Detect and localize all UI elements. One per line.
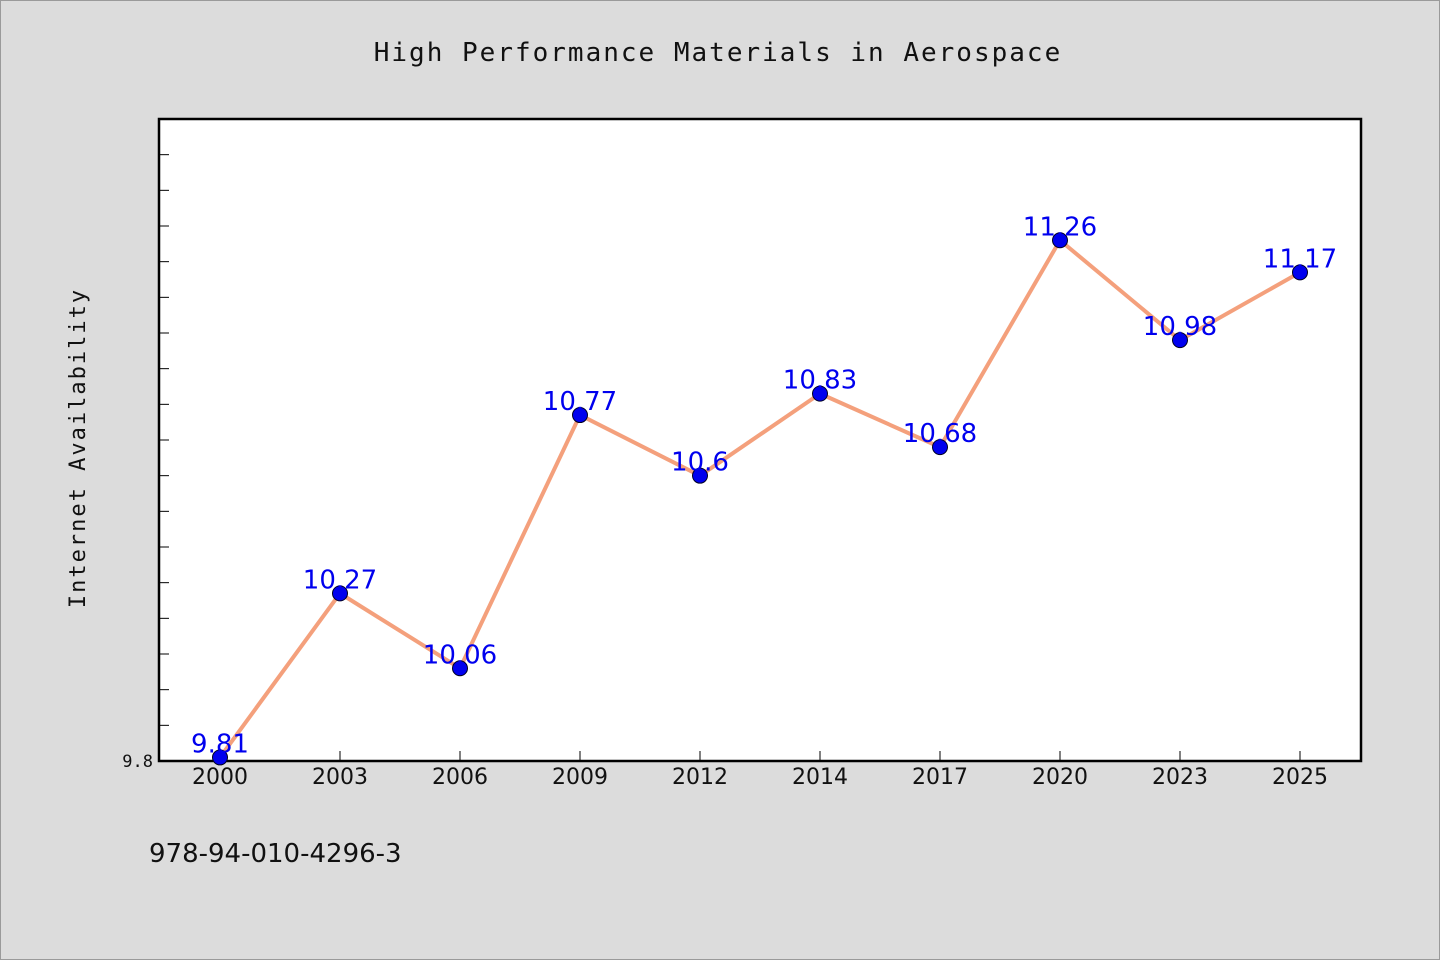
data-label: 10.98: [1143, 312, 1217, 342]
data-labels: 9.81 10.27 10.06 10.77 10.6 10.83 10.68 11.26 10…: [191, 212, 1337, 759]
x-tick-label: 2025: [1272, 765, 1328, 790]
data-point: [212, 749, 228, 766]
data-point: [452, 660, 468, 677]
x-tick-label: 2000: [192, 765, 248, 790]
x-tick-label: 2017: [912, 765, 968, 790]
plot-area: [157, 117, 1363, 763]
data-label: 11.26: [1023, 212, 1097, 242]
series-line-segment: [338, 591, 462, 671]
series-line-segment: [698, 391, 822, 478]
data-label: 10.83: [783, 366, 857, 396]
x-axis-tick-labels: 2000 2003 2006 2009 2012 2014 2017 2020 2023 2025: [192, 765, 1328, 790]
y-axis-label: Internet Availability: [66, 288, 91, 608]
data-markers: [212, 232, 1308, 766]
series-line-segment: [458, 413, 582, 671]
footer-text: 978-94-010-4296-3: [149, 839, 402, 869]
data-point: [1292, 264, 1308, 281]
data-point: [332, 585, 348, 602]
x-tick-label: 2009: [552, 765, 608, 790]
data-label: 10.68: [903, 419, 977, 449]
x-tick-label: 2023: [1152, 765, 1208, 790]
data-label: 11.17: [1263, 244, 1337, 274]
series-line-segment: [1178, 270, 1302, 343]
series-line-segment: [1058, 238, 1182, 343]
series-line-segment: [938, 238, 1062, 450]
series-line-segment: [818, 391, 942, 450]
y-axis-tick-labels: 9.8: [122, 752, 153, 772]
data-point: [572, 407, 588, 424]
x-tick-label: 2003: [312, 765, 368, 790]
data-point: [1052, 232, 1068, 249]
series-lines: [218, 238, 1302, 760]
x-tick-label: 2012: [672, 765, 728, 790]
data-label: 10.06: [423, 640, 497, 670]
data-point: [1172, 332, 1188, 349]
x-tick-label: 2020: [1032, 765, 1088, 790]
series-line-segment: [218, 591, 342, 760]
data-point: [692, 467, 708, 484]
data-label: 9.81: [191, 729, 249, 759]
x-tick-label: 2006: [432, 765, 488, 790]
y-tick-label: 9.8: [122, 752, 153, 772]
data-point: [812, 385, 828, 402]
data-label: 10.77: [543, 387, 617, 417]
data-label: 10.6: [671, 448, 729, 478]
x-tick-label: 2014: [792, 765, 848, 790]
data-label: 10.27: [303, 565, 377, 595]
chart-title: High Performance Materials in Aerospace: [374, 38, 1062, 68]
data-point: [932, 439, 948, 456]
series-line-segment: [578, 413, 702, 478]
y-axis-ticks: [159, 154, 169, 762]
